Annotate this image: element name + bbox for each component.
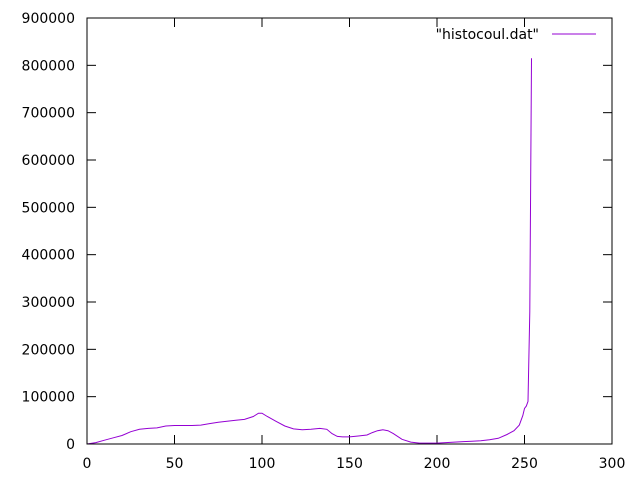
x-tick-label: 150 <box>336 456 363 472</box>
x-tick-label: 100 <box>249 456 276 472</box>
y-tick-label: 300000 <box>22 295 75 311</box>
y-tick-label: 900000 <box>22 11 75 27</box>
x-tick-label: 50 <box>166 456 184 472</box>
x-tick-label: 250 <box>511 456 538 472</box>
y-tick-label: 600000 <box>22 153 75 169</box>
plot-frame <box>86 17 613 445</box>
y-tick-label: 500000 <box>22 200 75 216</box>
x-tick-label: 0 <box>83 456 92 472</box>
x-tick-label: 200 <box>424 456 451 472</box>
series-line-histocoul <box>86 58 532 445</box>
y-tick-label: 400000 <box>22 248 75 264</box>
legend: "histocoul.dat" <box>436 27 596 43</box>
y-tick-label: 100000 <box>22 390 75 406</box>
y-axis-ticks: 0 100000 200000 300000 400000 500000 600000 700… <box>22 11 612 453</box>
y-tick-label: 700000 <box>22 106 75 122</box>
y-tick-label: 800000 <box>22 58 75 74</box>
x-axis-ticks: 0 50 100 150 200 250 300 <box>83 18 626 472</box>
y-tick-label: 200000 <box>22 342 75 358</box>
y-tick-label: 0 <box>66 437 75 453</box>
legend-label: "histocoul.dat" <box>436 27 539 43</box>
x-tick-label: 300 <box>599 456 626 472</box>
